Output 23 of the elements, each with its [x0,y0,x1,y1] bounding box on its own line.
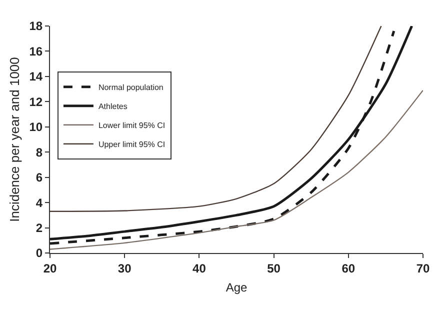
y-tick-label: 12 [29,94,43,109]
y-tick-label: 10 [29,120,43,134]
legend-label: Athletes [98,102,128,112]
y-tick-label: 2 [36,220,43,235]
y-tick-label: 16 [29,44,43,58]
legend-label: Upper limit 95% CI [98,140,166,150]
x-axis-title: Age [226,280,248,294]
legend-label: Lower limit 95% CI [98,121,166,130]
y-tick-label: 0 [36,246,43,260]
y-tick-label: 8 [36,145,43,160]
x-tick-label: 20 [43,261,57,276]
y-axis-title: Incidence per year and 1000 [7,57,22,222]
x-tick-label: 70 [416,261,430,276]
y-tick-label: 18 [29,19,43,34]
x-tick-label: 40 [192,261,206,276]
x-tick-label: 60 [342,261,356,276]
line-series [50,26,382,212]
y-tick-label: 4 [36,196,43,210]
y-tick-label: 14 [29,70,43,84]
y-tick-label: 6 [36,170,43,185]
legend-label: Normal population [98,83,164,92]
x-tick-label: 50 [267,261,281,276]
x-tick-label: 30 [118,261,132,276]
